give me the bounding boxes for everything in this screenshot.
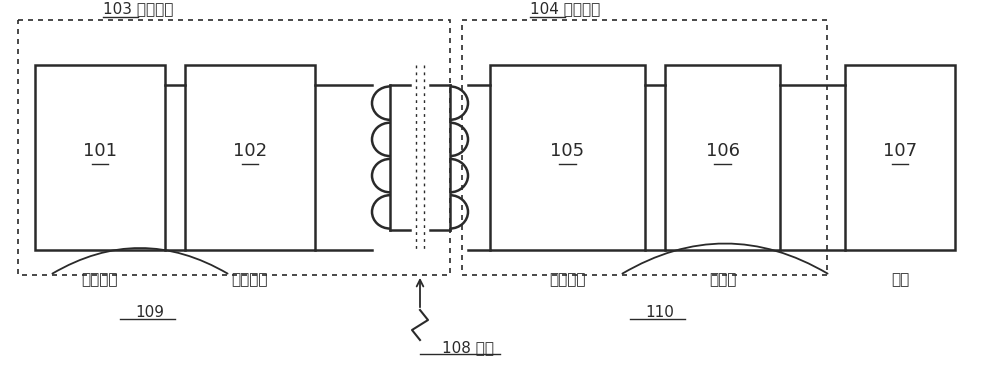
Bar: [490, 65, 645, 250]
Text: 102: 102: [233, 142, 267, 160]
Bar: [35, 65, 165, 250]
Text: 驱动电源: 驱动电源: [82, 272, 118, 287]
Bar: [462, 20, 827, 275]
Text: 104 接收线圈: 104 接收线圈: [530, 1, 600, 16]
Bar: [185, 65, 315, 250]
Text: 109: 109: [136, 305, 164, 320]
Text: 108 气隙: 108 气隙: [442, 340, 494, 355]
Text: 103 发射线圈: 103 发射线圈: [103, 1, 173, 16]
Text: 101: 101: [83, 142, 117, 160]
Text: 105: 105: [550, 142, 585, 160]
Text: 107: 107: [883, 142, 917, 160]
Text: 106: 106: [706, 142, 740, 160]
Bar: [665, 65, 780, 250]
Text: 110: 110: [646, 305, 674, 320]
Text: 负载: 负载: [891, 272, 909, 287]
Text: 补偿网络: 补偿网络: [549, 272, 586, 287]
Text: 整流器: 整流器: [709, 272, 736, 287]
Bar: [845, 65, 955, 250]
Text: 补偿网络: 补偿网络: [232, 272, 268, 287]
Bar: [18, 20, 450, 275]
